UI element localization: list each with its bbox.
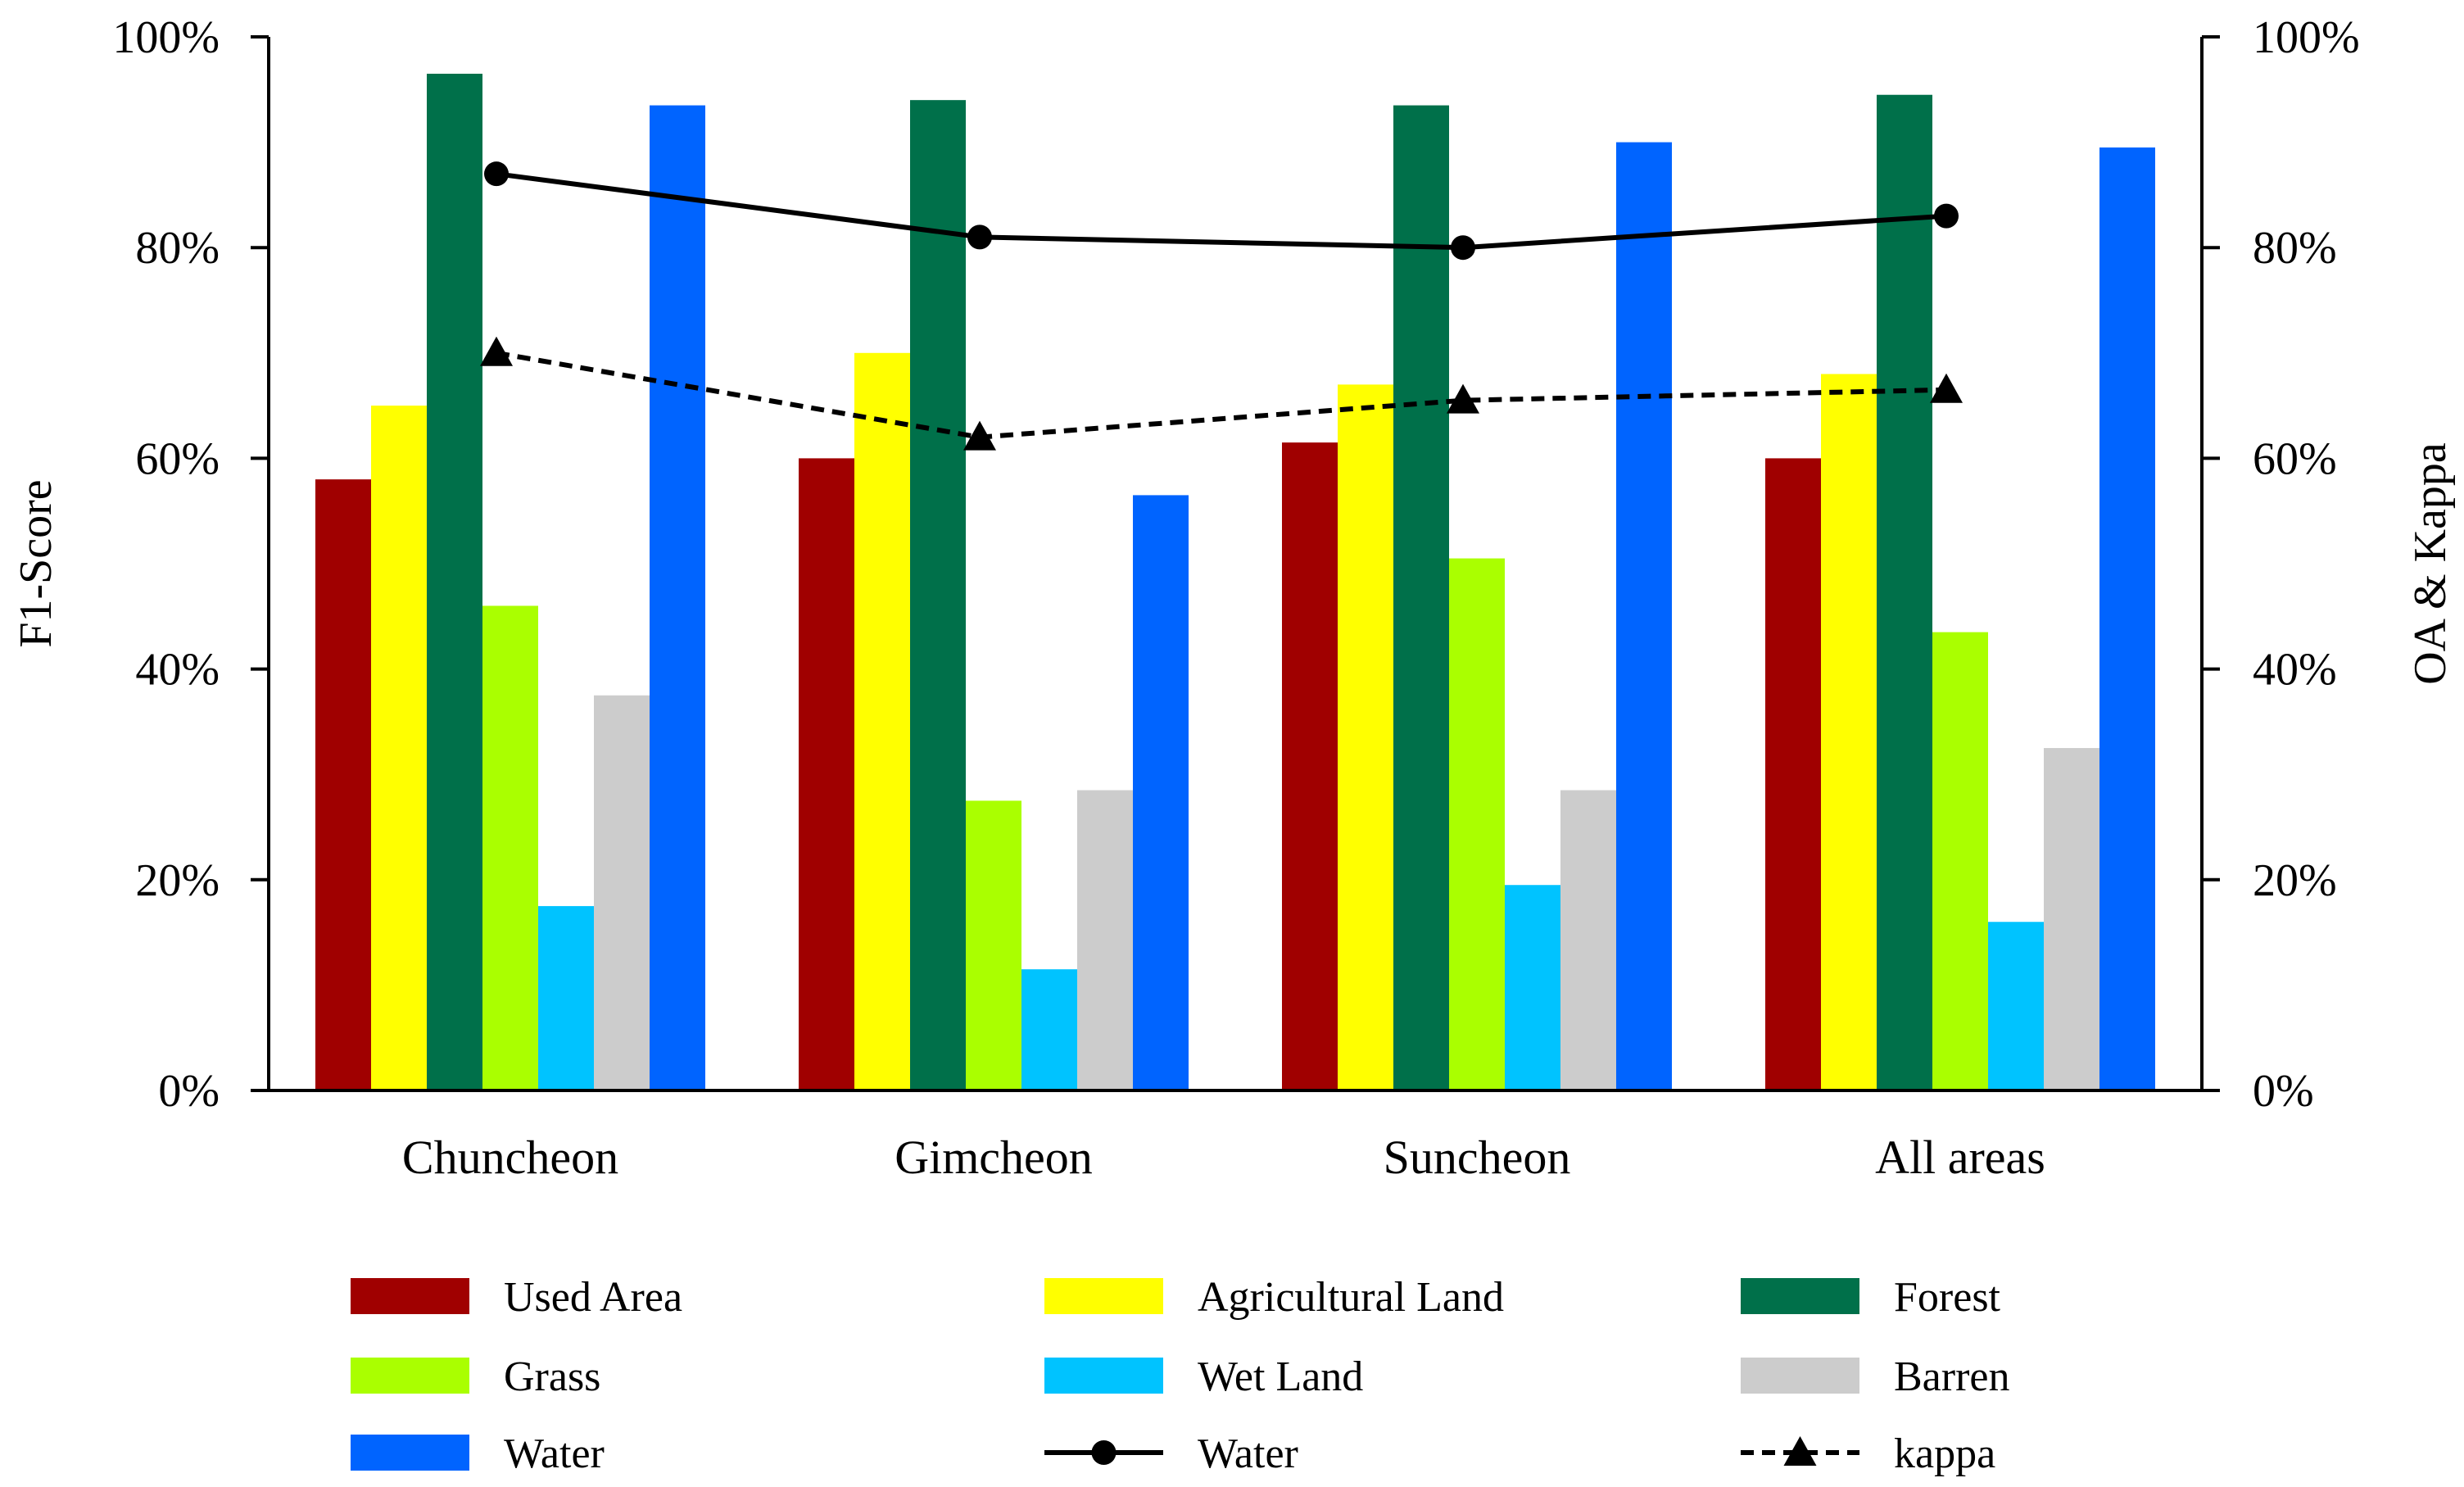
legend-label: Water — [504, 1430, 605, 1477]
y-axis-title: F1-Score — [11, 479, 61, 647]
marker-triangle — [963, 420, 996, 451]
legend-swatch — [351, 1278, 469, 1314]
legend-swatch — [1741, 1278, 1859, 1314]
legend-label: Wet Land — [1198, 1353, 1363, 1400]
y-tick-label-left: 60% — [135, 433, 220, 484]
legend-label: Grass — [504, 1353, 600, 1400]
y-tick-label-right: 0% — [2253, 1066, 2314, 1117]
bar-water — [1133, 495, 1189, 1090]
marker-circle — [967, 224, 992, 250]
legend-label: kappa — [1894, 1430, 1995, 1477]
marker-triangle — [480, 336, 513, 366]
legend-label: Water — [1198, 1430, 1298, 1477]
bar-agricultural-land — [1338, 384, 1393, 1090]
line-water — [496, 171, 1947, 251]
bar-agricultural-land — [1821, 374, 1877, 1090]
bar-agricultural-land — [371, 406, 427, 1091]
bar-used-area — [1282, 442, 1338, 1090]
y-tick-label-right: 40% — [2253, 645, 2337, 696]
legend-marker-triangle — [1783, 1436, 1817, 1466]
legend-swatch — [351, 1358, 469, 1394]
legend-label: Agricultural Land — [1198, 1274, 1504, 1321]
y-tick-label-left: 100% — [112, 12, 220, 63]
y-tick-label-left: 0% — [158, 1066, 220, 1117]
bar-used-area — [315, 479, 371, 1090]
bar-barren — [1077, 790, 1133, 1090]
y-tick-label-left: 80% — [135, 223, 220, 274]
legend-swatch — [351, 1435, 469, 1471]
bar-barren — [594, 695, 650, 1090]
marker-circle — [484, 161, 509, 187]
x-category-label: Chuncheon — [402, 1131, 618, 1184]
bar-grass — [966, 800, 1021, 1090]
legend-label: Forest — [1894, 1274, 2001, 1321]
bar-grass — [1449, 558, 1505, 1090]
legend-swatch — [1044, 1358, 1163, 1394]
marker-circle — [1934, 203, 1959, 229]
legend-swatch — [1741, 1358, 1859, 1394]
bar-used-area — [799, 458, 854, 1090]
marker-circle — [1451, 235, 1475, 261]
legend-label: Used Area — [504, 1274, 682, 1321]
bar-water — [650, 105, 705, 1091]
bar-wet-land — [1021, 969, 1077, 1090]
legend-marker-circle — [1091, 1440, 1116, 1465]
legend-swatch — [1044, 1278, 1163, 1314]
bar-forest — [1877, 94, 1932, 1091]
y-tick-label-right: 100% — [2253, 12, 2360, 63]
bar-forest — [910, 100, 966, 1090]
legend-label: Barren — [1894, 1353, 2009, 1400]
marker-triangle — [1447, 383, 1479, 414]
bar-wet-land — [1505, 885, 1560, 1090]
bar-water — [2099, 147, 2155, 1090]
bar-forest — [427, 74, 482, 1090]
bar-forest — [1393, 105, 1449, 1091]
x-category-label: Gimcheon — [895, 1131, 1093, 1184]
line-kappa — [496, 350, 1947, 440]
y2-axis-title: OA & Kappa — [2405, 442, 2456, 685]
bars-layer — [315, 74, 2155, 1091]
y-tick-label-right: 80% — [2253, 223, 2337, 274]
marker-triangle — [1930, 373, 1963, 403]
bar-barren — [1560, 790, 1616, 1090]
y-tick-label-left: 40% — [135, 645, 220, 696]
lines-layer — [480, 161, 1963, 451]
bar-water — [1616, 142, 1672, 1091]
bar-agricultural-land — [854, 352, 910, 1090]
axes-layer: 0% 20% 40% 60% 80% 100% 0% 20% 40% 60% 80% 100% Chun… — [11, 12, 2456, 1184]
legend: Used Area Agricultural Land Forest Grass Wet… — [351, 1274, 2009, 1477]
bar-grass — [482, 605, 538, 1090]
x-category-label: Suncheon — [1384, 1131, 1571, 1184]
y-tick-label-right: 20% — [2253, 855, 2337, 906]
bar-grass — [1932, 632, 1988, 1090]
bar-wet-land — [538, 905, 594, 1090]
bar-wet-land — [1988, 922, 2044, 1090]
bar-barren — [2044, 748, 2099, 1090]
x-category-label: All areas — [1875, 1131, 2045, 1184]
y-tick-label-right: 60% — [2253, 433, 2337, 484]
y-tick-label-left: 20% — [135, 855, 220, 906]
bar-used-area — [1765, 458, 1821, 1090]
